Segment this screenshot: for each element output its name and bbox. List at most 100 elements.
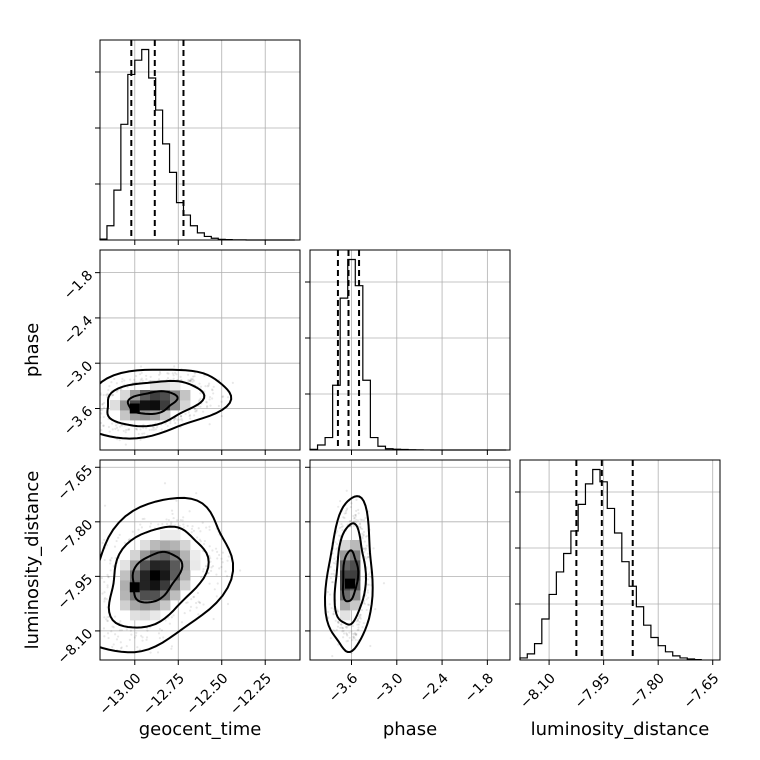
- xtick-label-geocent_time: −13.00: [97, 670, 145, 718]
- xtick-label-geocent_time: −12.25: [227, 670, 275, 718]
- sample-point: [149, 522, 153, 525]
- sample-point: [172, 377, 175, 380]
- density-cell: [140, 610, 151, 621]
- density-cell: [170, 590, 181, 601]
- sample-point: [361, 527, 364, 531]
- sample-point: [189, 417, 192, 420]
- sample-point: [366, 583, 369, 586]
- sample-point: [84, 398, 86, 400]
- sample-point: [142, 426, 145, 430]
- sample-point: [354, 632, 357, 636]
- sample-point: [121, 377, 124, 380]
- sample-point: [327, 616, 330, 619]
- sample-point: [209, 569, 213, 572]
- sample-point: [357, 508, 360, 511]
- sample-point: [355, 498, 358, 501]
- sample-point: [208, 582, 211, 585]
- yaxis-label-phase: phase: [22, 323, 43, 377]
- sample-point: [359, 613, 362, 616]
- sample-point: [109, 569, 112, 572]
- sample-point: [108, 385, 111, 388]
- sample-point: [344, 510, 348, 513]
- histogram-phase: [309, 258, 507, 451]
- sample-point: [140, 526, 144, 529]
- sample-point: [93, 605, 95, 607]
- sample-point: [332, 629, 335, 632]
- sample-point: [148, 428, 151, 432]
- sample-point: [364, 547, 367, 550]
- sample-point: [110, 630, 113, 633]
- sample-point: [150, 428, 154, 431]
- sample-point: [221, 395, 224, 398]
- sample-point: [339, 626, 342, 630]
- sample-point: [134, 427, 138, 430]
- sample-point: [159, 372, 162, 375]
- sample-point: [350, 652, 353, 655]
- sample-point: [199, 392, 202, 395]
- sample-point: [334, 562, 337, 565]
- density-cell: [110, 400, 121, 411]
- sample-point: [220, 557, 223, 560]
- contour-2: [323, 495, 374, 653]
- sample-point: [203, 390, 206, 393]
- sample-point: [186, 601, 189, 604]
- sample-point: [74, 407, 76, 409]
- sample-point: [356, 619, 359, 622]
- sample-point: [101, 592, 104, 595]
- sample-point: [210, 566, 213, 569]
- sample-point: [190, 527, 194, 530]
- sample-point: [179, 375, 182, 378]
- sample-point: [361, 537, 364, 540]
- sample-point: [93, 602, 95, 604]
- sample-point: [361, 532, 364, 535]
- sample-point: [354, 513, 357, 517]
- density-cell: [120, 590, 131, 601]
- sample-point: [103, 591, 106, 594]
- sample-point: [332, 610, 336, 613]
- density-cell: [340, 610, 351, 621]
- sample-point: [358, 522, 362, 525]
- sample-point: [333, 629, 336, 632]
- sample-point: [204, 385, 207, 388]
- xtick-label-phase: −2.4: [416, 670, 451, 705]
- sample-point: [332, 613, 335, 616]
- sample-point: [217, 404, 220, 408]
- contour-1: [106, 379, 206, 428]
- sample-point: [107, 576, 110, 579]
- density-cell: [190, 560, 201, 571]
- sample-point: [211, 549, 214, 552]
- sample-point: [95, 418, 97, 420]
- sample-point: [205, 401, 208, 404]
- grid-1-1: [351, 250, 488, 450]
- sample-point: [145, 636, 149, 639]
- sample-point: [342, 516, 345, 519]
- sample-point: [189, 609, 192, 612]
- panel-frame-geocent_time-phase: [99, 249, 301, 451]
- sample-point: [216, 582, 219, 585]
- sample-point: [212, 392, 215, 395]
- sample-point: [110, 556, 113, 560]
- sample-point: [106, 619, 109, 622]
- sample-point: [125, 645, 128, 648]
- sample-point: [97, 599, 99, 601]
- sample-point: [141, 636, 144, 639]
- density-cell: [340, 590, 351, 601]
- sample-point: [140, 371, 143, 374]
- sample-point: [182, 526, 185, 529]
- sample-point: [356, 628, 359, 632]
- sample-point: [180, 378, 183, 382]
- sample-point: [119, 647, 123, 650]
- sample-point: [143, 517, 146, 520]
- histogram-luminosity_distance: [519, 468, 702, 661]
- sample-point: [158, 627, 161, 631]
- density-cell: [350, 570, 361, 581]
- density-cell: [160, 380, 171, 391]
- sample-point: [160, 428, 163, 431]
- sample-point: [135, 631, 138, 635]
- sample-point: [199, 397, 202, 400]
- sample-point: [207, 571, 210, 575]
- density-cell: [140, 600, 151, 611]
- sample-point: [120, 646, 123, 649]
- sample-point: [180, 415, 183, 418]
- sample-point: [100, 408, 103, 412]
